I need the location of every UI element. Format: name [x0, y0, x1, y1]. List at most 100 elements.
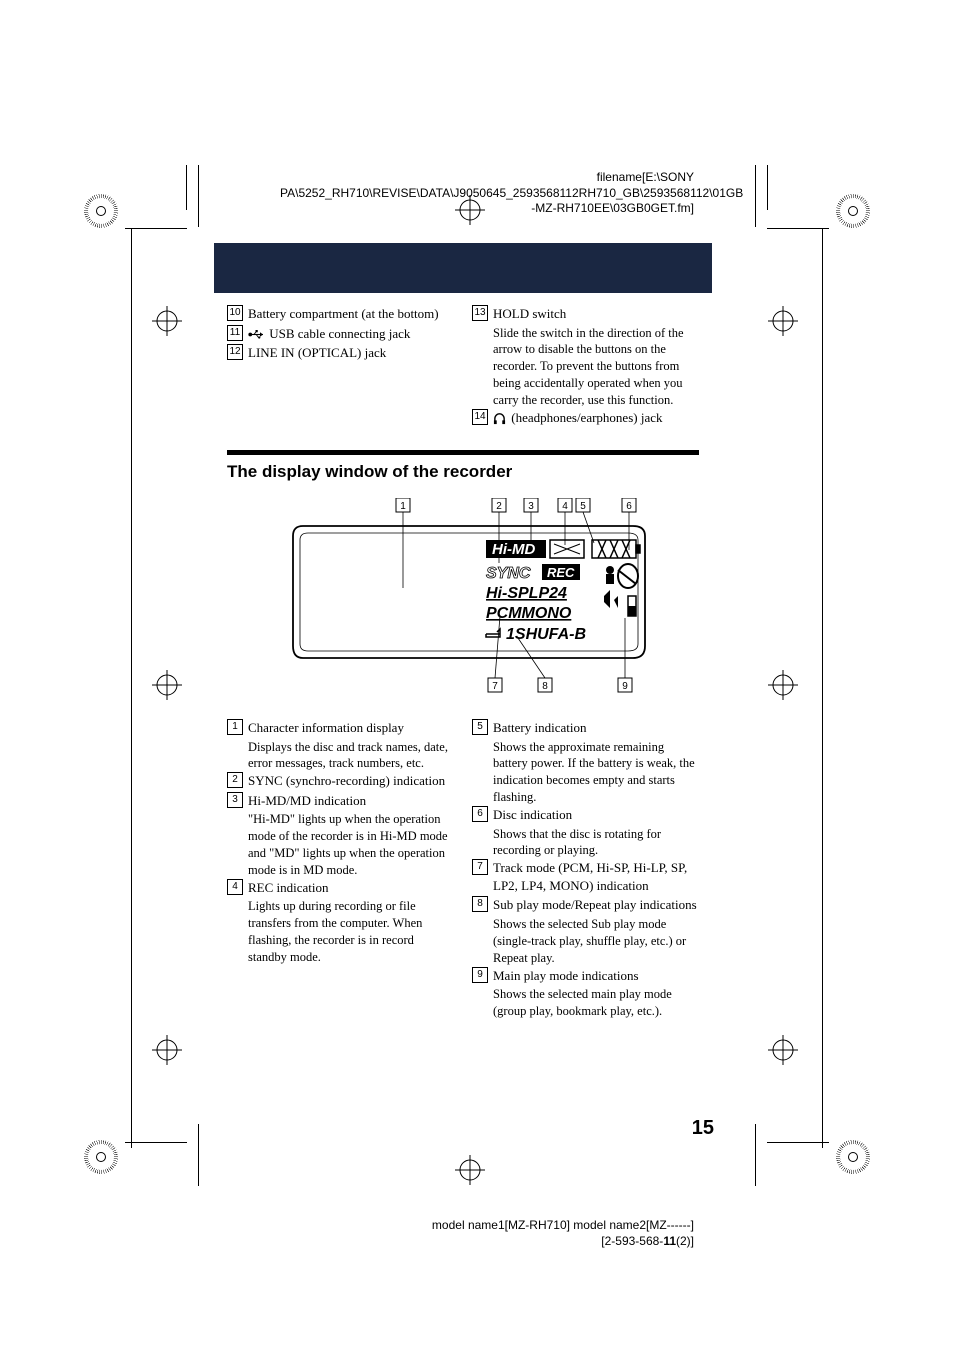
item-text: Disc indication	[493, 806, 699, 824]
item-number: 7	[472, 859, 488, 875]
lower-columns: 1 Character information display Displays t…	[227, 719, 699, 1020]
item-description: Shows the selected main play mode (group…	[493, 986, 699, 1020]
item-description: "Hi-MD" lights up when the operation mod…	[248, 811, 454, 879]
crop-line	[198, 1124, 199, 1186]
list-item: 12 LINE IN (OPTICAL) jack	[227, 344, 454, 362]
item-number: 10	[227, 305, 243, 321]
svg-text:Hi-MD: Hi-MD	[492, 541, 535, 558]
registration-mark	[768, 1035, 798, 1065]
lower-right-col: 5 Battery indication Shows the approximate…	[472, 719, 699, 1020]
item-number: 1	[227, 719, 243, 735]
page-content: 10Battery compartment (at the bottom)11 …	[227, 305, 699, 1020]
item-description: Shows the selected Sub play mode (single…	[493, 916, 699, 967]
item-text: HOLD switch	[493, 305, 699, 323]
crop-mark	[836, 194, 870, 228]
svg-text:7: 7	[492, 681, 498, 692]
svg-text:REC: REC	[547, 565, 575, 580]
item-description: Shows that the disc is rotating for reco…	[493, 826, 699, 860]
item-description: Shows the approximate remaining battery …	[493, 739, 699, 807]
list-item: 10 Battery compartment (at the bottom)	[227, 305, 454, 323]
registration-mark	[455, 1155, 485, 1185]
svg-text:Hi-SPLP24: Hi-SPLP24	[486, 585, 567, 602]
item-text: Sub play mode/Repeat play indications	[493, 896, 699, 914]
item-text: Character information display	[248, 719, 454, 737]
display-diagram: 1 2 3 4 5 6 Hi-MD	[278, 498, 648, 703]
registration-mark	[768, 670, 798, 700]
item-description: Lights up during recording or file trans…	[248, 898, 454, 966]
callout-4: 4	[562, 501, 568, 512]
list-item: 13 HOLD switch	[472, 305, 699, 323]
callout-3: 3	[528, 501, 534, 512]
crop-line	[186, 165, 187, 210]
lower-left-col: 1 Character information display Displays t…	[227, 719, 454, 1020]
callout-5: 5	[580, 501, 586, 512]
registration-mark	[152, 1035, 182, 1065]
crop-line	[767, 1142, 829, 1143]
upper-columns: 10 Battery compartment (at the bottom) 11 …	[227, 305, 699, 428]
footer-line2: [2-593-568-11(2)]	[280, 1234, 694, 1250]
list-item: 4REC indication	[227, 879, 454, 897]
item-description: Displays the disc and track names, date,…	[248, 739, 454, 773]
filename-line1: filename[E:\SONY	[280, 170, 694, 186]
crop-line	[198, 165, 199, 227]
item-number: 5	[472, 719, 488, 735]
svg-text:8: 8	[542, 681, 548, 692]
item-text: Battery indication	[493, 719, 699, 737]
footer-metadata: model name1[MZ-RH710] model name2[MZ----…	[280, 1218, 694, 1249]
crop-mark	[84, 194, 118, 228]
item-text: (headphones/earphones) jack	[493, 409, 699, 427]
svg-text:SYNC: SYNC	[486, 565, 531, 582]
crop-line	[125, 228, 187, 229]
list-item: 6 Disc indication	[472, 806, 699, 824]
item-text: LINE IN (OPTICAL) jack	[248, 344, 454, 362]
section-title: The display window of the recorder	[227, 461, 699, 484]
list-item: 3 Hi-MD/MD indication	[227, 792, 454, 810]
list-item: 5 Battery indication	[472, 719, 699, 737]
item-number: 3	[227, 792, 243, 808]
item-number: 11	[227, 325, 243, 341]
item-text: Track mode (PCM, Hi-SP, Hi-LP, SP, LP2, …	[493, 859, 699, 894]
trim-line	[822, 228, 823, 1148]
header-dark-band	[214, 243, 712, 293]
filename-line3: -MZ-RH710EE\03GB0GET.fm]	[280, 201, 694, 217]
crop-line	[755, 165, 756, 227]
list-item: 11 USB cable connecting jack	[227, 325, 454, 343]
callout-6: 6	[626, 501, 632, 512]
page-number: 15	[692, 1117, 714, 1140]
callout-2: 2	[496, 501, 502, 512]
crop-mark	[84, 1140, 118, 1174]
header-metadata: filename[E:\SONY PA\5252_RH710\REVISE\DA…	[280, 170, 694, 217]
list-item: 8 Sub play mode/Repeat play indications	[472, 896, 699, 914]
registration-mark	[152, 670, 182, 700]
list-item: 2 SYNC (synchro-recording) indication	[227, 772, 454, 790]
trim-line	[131, 228, 132, 1148]
item-text: Battery compartment (at the bottom)	[248, 305, 454, 323]
item-text: Main play mode indications	[493, 967, 699, 985]
footer-line1: model name1[MZ-RH710] model name2[MZ----…	[280, 1218, 694, 1234]
item-description: Slide the switch in the direction of the…	[493, 325, 699, 409]
item-number: 14	[472, 409, 488, 425]
list-item: 9 Main play mode indications	[472, 967, 699, 985]
callout-1: 1	[400, 501, 406, 512]
registration-mark	[768, 306, 798, 336]
item-text: SYNC (synchro-recording) indication	[248, 772, 454, 790]
item-number: 8	[472, 896, 488, 912]
item-number: 12	[227, 344, 243, 360]
crop-line	[125, 1142, 187, 1143]
item-text: Hi-MD/MD indication	[248, 792, 454, 810]
list-item: 1 Character information display	[227, 719, 454, 737]
item-number: 13	[472, 305, 488, 321]
item-text: REC indication	[248, 879, 454, 897]
item-number: 2	[227, 772, 243, 788]
filename-line2: PA\5252_RH710\REVISE\DATA\J9050645_25935…	[280, 186, 694, 202]
registration-mark	[152, 306, 182, 336]
item-number: 9	[472, 967, 488, 983]
list-item: 7 Track mode (PCM, Hi-SP, Hi-LP, SP, LP2,…	[472, 859, 699, 894]
crop-mark	[836, 1140, 870, 1174]
svg-text:PCMMONO: PCMMONO	[486, 605, 572, 622]
list-item: 14 (headphones/earphones) jack	[472, 409, 699, 427]
item-number: 6	[472, 806, 488, 822]
crop-line	[767, 228, 829, 229]
svg-text:1SHUFA-B: 1SHUFA-B	[506, 626, 586, 643]
svg-text:9: 9	[622, 681, 628, 692]
